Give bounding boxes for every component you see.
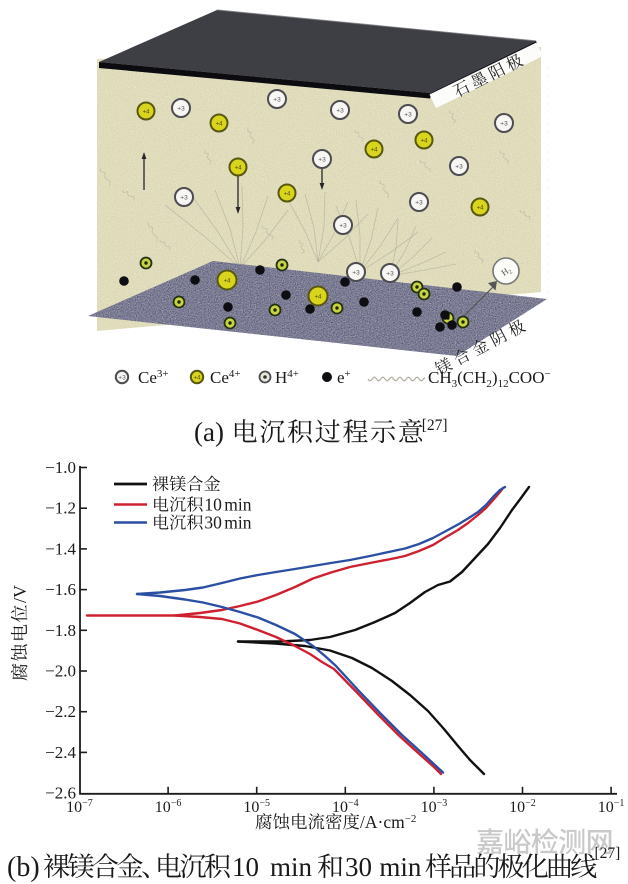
svg-text:−1.4: −1.4 — [45, 539, 76, 558]
svg-text:−1.6: −1.6 — [45, 580, 76, 599]
svg-text:+4: +4 — [194, 375, 202, 381]
svg-text:+4: +4 — [224, 278, 232, 284]
svg-text:+4: +4 — [235, 165, 243, 171]
svg-text:min: min — [224, 513, 251, 533]
svg-text:/V: /V — [10, 585, 30, 603]
svg-text:+4: +4 — [284, 191, 292, 197]
svg-text:+3: +3 — [339, 223, 347, 230]
svg-text:[27]: [27] — [595, 845, 621, 862]
svg-text:+3: +3 — [336, 108, 344, 115]
svg-text:+4: +4 — [315, 294, 323, 300]
svg-text:+4: +4 — [477, 205, 485, 211]
svg-text:+4: +4 — [421, 138, 429, 144]
svg-text:−2.6: −2.6 — [45, 784, 76, 803]
svg-text:+3: +3 — [118, 375, 126, 382]
svg-text:+3: +3 — [352, 270, 360, 277]
svg-text:30: 30 — [204, 513, 222, 533]
svg-text:min: min — [379, 852, 422, 882]
svg-text:+3: +3 — [404, 112, 412, 119]
svg-text:[27]: [27] — [422, 417, 448, 434]
svg-text:+3: +3 — [318, 157, 326, 164]
svg-text:+4: +4 — [143, 109, 151, 115]
svg-text:−2.2: −2.2 — [45, 702, 76, 721]
svg-text:+3: +3 — [273, 97, 281, 104]
svg-text:+3: +3 — [415, 200, 423, 207]
svg-text:10: 10 — [204, 495, 222, 515]
svg-text:CH3(CH2)12COO−: CH3(CH2)12COO− — [428, 368, 551, 390]
svg-text:min: min — [270, 852, 313, 882]
svg-text:(b): (b) — [7, 852, 40, 883]
svg-text:−2.0: −2.0 — [45, 662, 76, 681]
svg-text:−1.8: −1.8 — [45, 621, 76, 640]
svg-text:+3: +3 — [386, 271, 394, 278]
svg-text:+4: +4 — [371, 147, 379, 153]
svg-text:min: min — [224, 495, 251, 515]
svg-text:/A·cm−2: /A·cm−2 — [360, 812, 416, 832]
svg-text:−1.2: −1.2 — [45, 499, 76, 518]
svg-text:+3: +3 — [455, 164, 463, 171]
svg-text:+3: +3 — [180, 195, 188, 202]
svg-text:(a): (a) — [194, 417, 224, 447]
svg-text:30: 30 — [345, 852, 372, 882]
svg-text:+3: +3 — [500, 121, 508, 128]
svg-text:−1.0: −1.0 — [45, 458, 76, 477]
svg-text:−2.4: −2.4 — [45, 743, 76, 762]
svg-text:10: 10 — [232, 852, 259, 882]
svg-text:+4: +4 — [216, 121, 224, 127]
svg-text:+3: +3 — [177, 106, 185, 113]
